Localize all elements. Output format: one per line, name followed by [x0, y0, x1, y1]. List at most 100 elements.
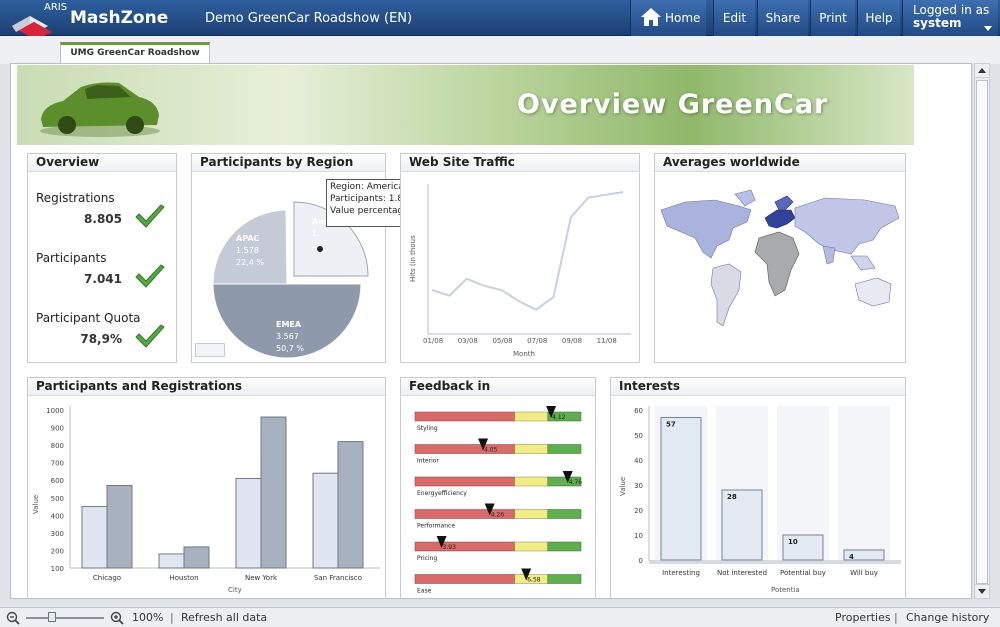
apac-value: 1.578	[236, 246, 259, 255]
tab-umg-greencar-roadshow[interactable]: UMG GreenCar Roadshow	[60, 42, 210, 64]
interests-panel: Interests 60 50 40 30 20 10 0 Value 57 28 10 4 In…	[610, 377, 906, 598]
partreg-ytick: 600	[51, 477, 64, 485]
print-button[interactable]: Print	[810, 0, 855, 36]
traffic-line	[431, 191, 624, 311]
partreg-xtick: Chicago	[93, 574, 121, 582]
brand-mashzone: MashZone	[70, 8, 169, 28]
scroll-thumb[interactable]	[976, 80, 988, 584]
partreg-bar[interactable]	[337, 441, 364, 569]
feedback-label: Styling	[417, 425, 438, 432]
web-traffic-line-chart[interactable]: Hits (in thous 01/08 03/08 05/08 07/08 09/08…	[401, 172, 639, 362]
change-history-link[interactable]: Change history	[906, 611, 990, 624]
partreg-xlabel: City	[228, 586, 242, 594]
scandinavia-region	[774, 195, 794, 211]
interests-ytick: 60	[634, 407, 643, 415]
traffic-ylabel: Hits (in thous	[409, 235, 417, 282]
top-bar: ARIS MashZone Demo GreenCar Roadshow (EN…	[0, 0, 1000, 40]
partreg-ytick: 700	[51, 460, 64, 468]
feedback-marker[interactable]	[521, 568, 532, 581]
participants-registrations-bar-chart[interactable]: 1000 900 800 700 600 500 400 300 200 100 Value Ch…	[28, 396, 385, 598]
partreg-bar[interactable]	[81, 506, 108, 569]
feedback-title: Feedback in	[401, 378, 595, 396]
traffic-xtick: 05/08	[492, 337, 512, 345]
africa-region	[754, 231, 800, 297]
banner: Overview GreenCar	[17, 65, 914, 145]
partreg-bar[interactable]	[260, 416, 287, 569]
zoom-out-icon[interactable]	[6, 611, 20, 625]
region-title: Participants by Region	[192, 154, 385, 172]
partreg-ytick: 200	[51, 547, 64, 555]
help-button[interactable]: Help	[857, 0, 900, 36]
feedback-marker[interactable]	[478, 438, 489, 451]
interests-bar-chart[interactable]: 60 50 40 30 20 10 0 Value 57 28 10 4 Interesting N…	[611, 396, 905, 598]
partreg-ytick: 100	[51, 565, 64, 573]
interests-bar[interactable]	[782, 534, 824, 561]
partreg-bar[interactable]	[158, 553, 185, 569]
interests-ytick: 20	[634, 507, 643, 515]
tooltip-percentage: Value percentage: 26,9 %	[330, 206, 447, 216]
feedback-bullet-charts[interactable]: 4.12 Styling 4.05 Interior 4.76 Energyefficie…	[401, 396, 595, 598]
zoom-in-icon[interactable]	[110, 611, 124, 625]
interests-bar[interactable]	[660, 417, 702, 561]
interests-xtick: Will buy	[850, 569, 878, 577]
partreg-xtick: Houston	[169, 574, 198, 582]
region-pie-chart[interactable]: APAC 1.578 22,4 % Am 1. 2 EMEA 3.567 50,…	[192, 172, 385, 362]
interests-bar[interactable]	[843, 549, 885, 561]
partreg-bar[interactable]	[312, 472, 339, 569]
scroll-up-button[interactable]	[975, 64, 989, 78]
logged-in-label: Logged in as	[913, 3, 990, 17]
vertical-scrollbar[interactable]	[974, 63, 990, 599]
chevron-down-icon	[984, 26, 992, 31]
feedback-label: Ease	[417, 588, 432, 595]
user-menu[interactable]: Logged in as system	[902, 0, 998, 36]
averages-worldwide-panel: Averages worldwide	[654, 153, 906, 363]
aris-logo-icon	[12, 16, 52, 40]
americas-percent: 2	[312, 241, 317, 250]
tooltip-participants: Participants: 1.896	[330, 194, 415, 204]
feedback-marker[interactable]	[546, 406, 557, 418]
partreg-bar[interactable]	[183, 546, 210, 569]
check-icon	[135, 324, 165, 348]
participants-label: Participants	[36, 251, 107, 265]
home-button[interactable]: Home	[630, 0, 706, 36]
feedback-label: Energyefficiency	[417, 490, 467, 497]
feedback-range-good	[547, 411, 582, 422]
web-site-traffic-panel: Web Site Traffic Hits (in thous 01/08 03/…	[400, 153, 640, 363]
registrations-label: Registrations	[36, 191, 115, 205]
banner-title: Overview GreenCar	[517, 89, 829, 120]
scroll-down-button[interactable]	[975, 584, 989, 598]
traffic-xlabel: Month	[513, 350, 535, 358]
interests-xtick: Potential buy	[780, 569, 826, 577]
averages-title: Averages worldwide	[655, 154, 905, 172]
feedback-marker[interactable]	[436, 536, 447, 548]
world-map[interactable]	[655, 172, 905, 362]
interests-bar[interactable]	[721, 489, 763, 561]
feedback-marker[interactable]	[562, 471, 573, 483]
feedback-value: 3.93	[443, 544, 457, 551]
zoom-slider-track[interactable]	[26, 617, 104, 619]
share-button[interactable]: Share	[757, 0, 808, 36]
interests-ytick: 40	[634, 457, 643, 465]
partreg-ytick: 400	[51, 512, 64, 520]
edit-button[interactable]: Edit	[713, 0, 755, 36]
arrow-down-icon	[978, 589, 986, 594]
refresh-all-data-link[interactable]: Refresh all data	[181, 611, 268, 624]
zoom-slider-thumb[interactable]	[48, 612, 56, 622]
traffic-xtick: 07/08	[527, 337, 547, 345]
pie-options-button[interactable]	[195, 343, 225, 357]
partreg-ytick: 800	[51, 442, 64, 450]
feedback-label: Interior	[417, 458, 439, 465]
feedback-marker[interactable]	[484, 503, 495, 516]
southeast-asia-region	[850, 255, 876, 271]
americas-label: Am	[312, 217, 327, 226]
participants-by-region-panel: Participants by Region APAC 1.578 22,4 %…	[191, 153, 466, 363]
properties-link[interactable]: Properties	[835, 611, 891, 624]
participant-quota-label: Participant Quota	[36, 311, 141, 325]
emea-percent: 50,7 %	[276, 344, 304, 353]
partreg-ytick: 1000	[46, 407, 64, 415]
zoom-level: 100%	[132, 611, 164, 624]
user-name: system	[913, 16, 962, 30]
participants-and-registrations-panel: Participants and Registrations 1000 900 80…	[27, 377, 386, 598]
partreg-bar[interactable]	[235, 477, 262, 569]
partreg-bar[interactable]	[106, 484, 133, 569]
